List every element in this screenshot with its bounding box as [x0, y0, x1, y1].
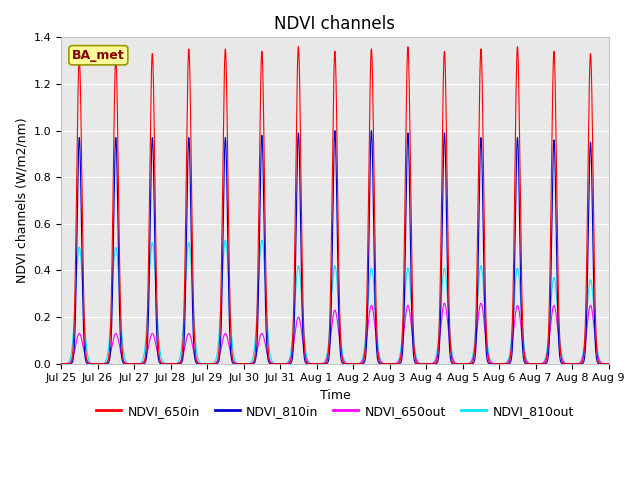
Title: NDVI channels: NDVI channels — [275, 15, 396, 33]
X-axis label: Time: Time — [319, 389, 350, 402]
Text: BA_met: BA_met — [72, 49, 125, 62]
Y-axis label: NDVI channels (W/m2/nm): NDVI channels (W/m2/nm) — [15, 118, 28, 283]
Legend: NDVI_650in, NDVI_810in, NDVI_650out, NDVI_810out: NDVI_650in, NDVI_810in, NDVI_650out, NDV… — [91, 400, 579, 423]
